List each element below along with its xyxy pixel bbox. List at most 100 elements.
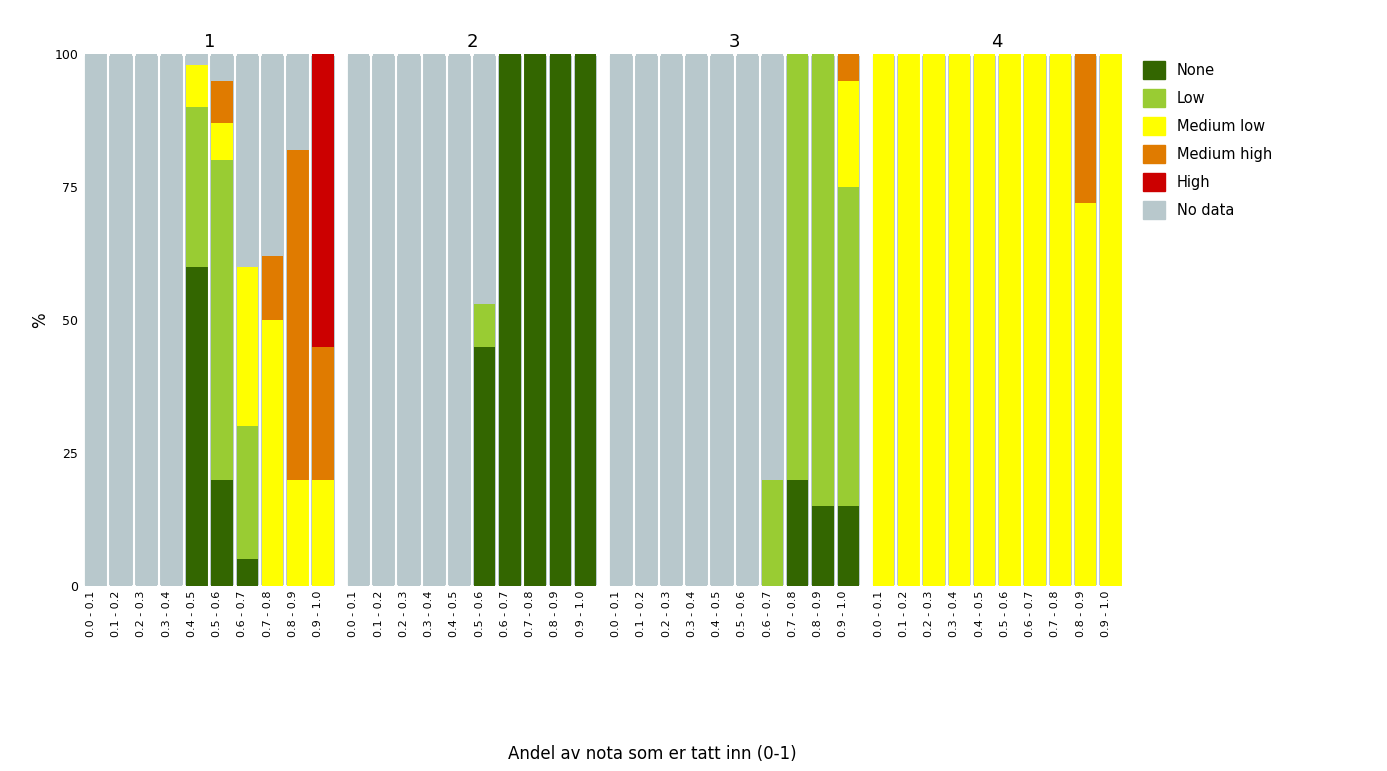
- Bar: [211, 80, 233, 123]
- Bar: [635, 54, 657, 586]
- Bar: [1025, 54, 1046, 586]
- Bar: [635, 54, 657, 586]
- Bar: [111, 54, 132, 586]
- Bar: [211, 54, 233, 80]
- Bar: [524, 54, 546, 586]
- Bar: [549, 54, 571, 586]
- Bar: [161, 54, 182, 586]
- Text: Andel av nota som er tatt inn (0-1): Andel av nota som er tatt inn (0-1): [508, 746, 796, 763]
- Bar: [474, 54, 495, 304]
- Bar: [1075, 54, 1096, 586]
- Bar: [1100, 54, 1122, 586]
- Title: 4: 4: [992, 33, 1003, 51]
- Bar: [660, 54, 682, 586]
- Bar: [838, 507, 859, 586]
- Bar: [499, 54, 520, 586]
- Bar: [449, 54, 470, 586]
- Bar: [838, 54, 859, 586]
- Bar: [736, 54, 757, 586]
- Bar: [1075, 203, 1096, 586]
- Bar: [85, 54, 107, 586]
- Bar: [186, 65, 208, 107]
- Title: 2: 2: [466, 33, 477, 51]
- Bar: [186, 54, 208, 65]
- Bar: [761, 54, 784, 586]
- Bar: [899, 54, 920, 586]
- Bar: [186, 107, 208, 267]
- Bar: [736, 54, 757, 586]
- Bar: [610, 54, 631, 586]
- Bar: [312, 54, 334, 347]
- Bar: [499, 54, 520, 586]
- Bar: [262, 54, 283, 256]
- Bar: [237, 267, 258, 426]
- Bar: [237, 426, 258, 560]
- Bar: [474, 347, 495, 586]
- Bar: [312, 347, 334, 480]
- Bar: [712, 54, 732, 586]
- Bar: [312, 480, 334, 586]
- Bar: [576, 54, 596, 586]
- Bar: [838, 80, 859, 187]
- Bar: [1075, 54, 1096, 203]
- Bar: [838, 54, 859, 80]
- Bar: [474, 304, 495, 347]
- Bar: [423, 54, 445, 586]
- Bar: [974, 54, 996, 586]
- Bar: [111, 54, 132, 586]
- Bar: [872, 54, 895, 586]
- Bar: [348, 54, 369, 586]
- Bar: [610, 54, 631, 586]
- Bar: [186, 267, 208, 586]
- Title: 1: 1: [204, 33, 215, 51]
- Bar: [999, 54, 1021, 586]
- Bar: [1050, 54, 1071, 586]
- Bar: [924, 54, 945, 586]
- Bar: [423, 54, 445, 586]
- Bar: [660, 54, 682, 586]
- Bar: [687, 54, 707, 586]
- Bar: [237, 54, 258, 586]
- Bar: [786, 480, 809, 586]
- Bar: [524, 54, 546, 586]
- Bar: [211, 480, 233, 586]
- Bar: [348, 54, 369, 586]
- Bar: [449, 54, 470, 586]
- Bar: [287, 150, 308, 480]
- Bar: [161, 54, 182, 586]
- Bar: [899, 54, 920, 586]
- Bar: [786, 54, 809, 586]
- Bar: [211, 54, 233, 586]
- Bar: [974, 54, 996, 586]
- Bar: [312, 54, 334, 586]
- Bar: [924, 54, 945, 586]
- Bar: [211, 123, 233, 160]
- Bar: [576, 54, 596, 586]
- Bar: [287, 54, 308, 586]
- Bar: [262, 54, 283, 586]
- Bar: [1025, 54, 1046, 586]
- Bar: [262, 320, 283, 586]
- Bar: [136, 54, 157, 586]
- Bar: [813, 54, 834, 507]
- Bar: [761, 54, 784, 480]
- Title: 3: 3: [730, 33, 741, 51]
- Bar: [237, 54, 258, 267]
- Bar: [712, 54, 732, 586]
- Legend: None, Low, Medium low, Medium high, High, No data: None, Low, Medium low, Medium high, High…: [1143, 61, 1272, 219]
- Bar: [186, 54, 208, 586]
- Bar: [949, 54, 970, 586]
- Bar: [549, 54, 571, 586]
- Bar: [786, 54, 809, 480]
- Bar: [136, 54, 157, 586]
- Bar: [237, 560, 258, 586]
- Bar: [398, 54, 420, 586]
- Bar: [262, 256, 283, 320]
- Bar: [287, 54, 308, 150]
- Bar: [949, 54, 970, 586]
- Bar: [1050, 54, 1071, 586]
- Bar: [287, 480, 308, 586]
- Bar: [85, 54, 107, 586]
- Bar: [373, 54, 394, 586]
- Bar: [761, 480, 784, 586]
